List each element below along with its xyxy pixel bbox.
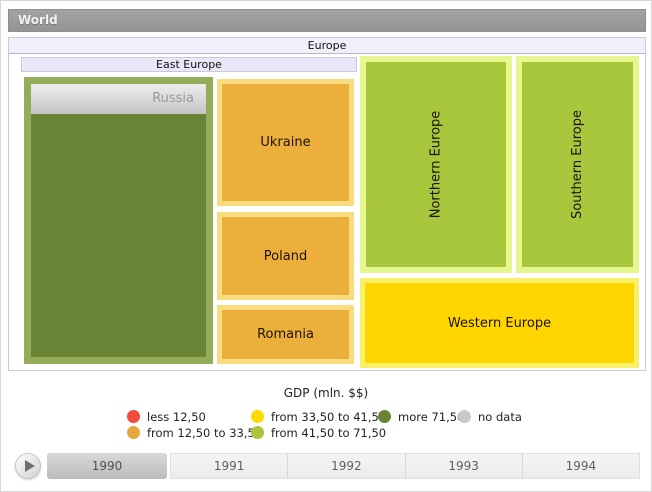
legend-swatch-red [127, 410, 140, 423]
legend-swatch-dark-green [378, 410, 391, 423]
treemap-node-romania[interactable]: Romania [217, 305, 354, 364]
legend-swatch-gray [458, 410, 471, 423]
legend-label: from 33,50 to 41,50 [271, 409, 387, 424]
ukraine-label: Ukraine [260, 135, 311, 150]
timeline-play-button[interactable] [15, 453, 41, 479]
treemap-node-northern-europe[interactable]: Northern Europe [360, 56, 512, 273]
treemap-node-ukraine[interactable]: Ukraine [217, 79, 354, 206]
treemap-node-russia[interactable]: Russia [24, 77, 213, 364]
legend-item-33-41[interactable]: from 33,50 to 41,50 [251, 409, 386, 424]
legend-swatch-orange [127, 426, 140, 439]
ukraine-fill: Ukraine [222, 84, 349, 201]
east-europe-group-header[interactable]: East Europe [21, 57, 357, 72]
treemap-node-western-europe[interactable]: Western Europe [360, 278, 639, 368]
legend-swatch-yellow-green [251, 426, 264, 439]
legend-swatch-yellow [251, 410, 264, 423]
treemap-node-poland[interactable]: Poland [217, 212, 354, 300]
southern-europe-label: Southern Europe [569, 110, 585, 219]
legend-item-no-data[interactable]: no data [458, 409, 522, 424]
legend-item-less[interactable]: less 12,50 [127, 409, 206, 424]
northern-europe-label: Northern Europe [428, 110, 444, 219]
legend-label: more 71,50 [398, 409, 465, 424]
legend-label: less 12,50 [147, 409, 206, 424]
russia-node-header[interactable]: Russia [31, 84, 206, 114]
world-breadcrumb-bar[interactable]: World [8, 9, 646, 32]
russia-node-body[interactable] [31, 114, 206, 357]
western-europe-fill: Western Europe [365, 283, 634, 363]
poland-label: Poland [263, 248, 308, 264]
play-icon [25, 460, 35, 472]
northern-europe-fill: Northern Europe [366, 62, 506, 267]
legend-label: from 12,50 to 33,50 [147, 425, 263, 440]
timeline-year-1994[interactable]: 1994 [521, 454, 639, 478]
treemap-panel: Europe East Europe Russia Ukraine Poland… [8, 37, 646, 371]
legend-label: from 41,50 to 71,50 [271, 425, 387, 440]
romania-label: Romania [257, 327, 314, 342]
legend-item-more[interactable]: more 71,50 [378, 409, 464, 424]
timeline-year-1993[interactable]: 1993 [404, 454, 522, 478]
legend-item-12-33[interactable]: from 12,50 to 33,50 [127, 425, 262, 440]
poland-fill: Poland [222, 217, 349, 295]
timeline-year-1990-selected[interactable]: 1990 [47, 453, 167, 479]
legend-item-41-71[interactable]: from 41,50 to 71,50 [251, 425, 386, 440]
western-europe-label: Western Europe [447, 315, 552, 331]
timeline-year-track: 1991 1992 1993 1994 [170, 453, 640, 479]
timeline-year-1992[interactable]: 1992 [287, 454, 404, 478]
timeline-year-1991[interactable]: 1991 [213, 459, 245, 473]
legend-title: GDP (mln. $$) [283, 386, 369, 400]
romania-fill: Romania [222, 310, 349, 359]
treemap-node-southern-europe[interactable]: Southern Europe [516, 56, 639, 273]
legend-label: no data [478, 409, 522, 424]
southern-europe-fill: Southern Europe [522, 62, 633, 267]
europe-group-header[interactable]: Europe [9, 38, 645, 54]
